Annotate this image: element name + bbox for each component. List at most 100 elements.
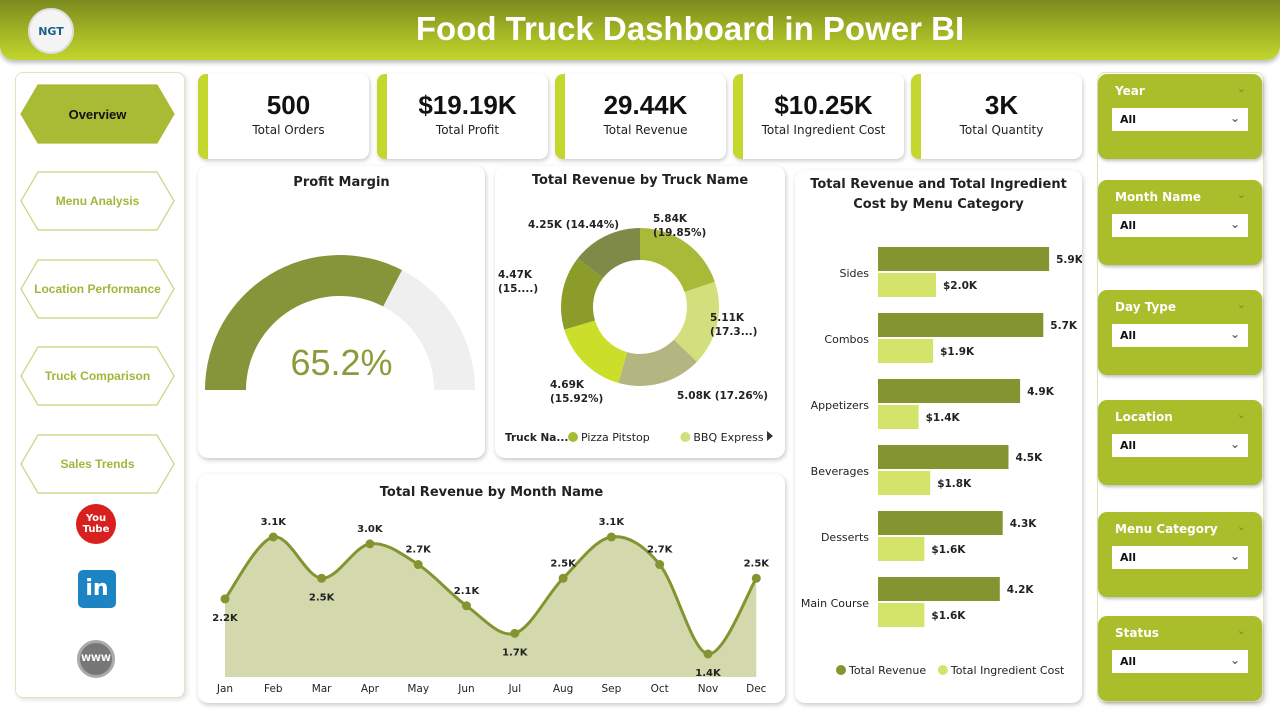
page-title: Food Truck Dashboard in Power BI xyxy=(415,10,965,47)
donut-slice[interactable] xyxy=(640,228,715,293)
data-label: 1.4K xyxy=(695,668,722,679)
revenue-by-truck-card: Total Revenue by Truck Name 5.84K (19.85%… xyxy=(495,166,785,458)
data-point[interactable] xyxy=(413,560,423,570)
collapse-chevron-icon[interactable]: ⌄ xyxy=(1236,408,1246,421)
chevron-down-icon: ⌄ xyxy=(1229,653,1240,667)
ingredient-cost-bar[interactable] xyxy=(878,273,936,297)
kpi-card: $19.19K Total Profit xyxy=(377,74,548,159)
collapse-chevron-icon[interactable]: ⌄ xyxy=(1236,298,1246,311)
chevron-down-icon: ⌄ xyxy=(1229,217,1240,231)
x-tick-label: Jun xyxy=(457,683,474,695)
slice-label: 4.47K xyxy=(498,269,533,281)
dropdown-value: All xyxy=(1120,655,1137,668)
revenue-line xyxy=(223,535,758,656)
x-tick-label: Nov xyxy=(698,683,719,695)
filter-dropdown[interactable]: All ⌄ xyxy=(1112,650,1248,673)
bar-data-label: $1.6K xyxy=(931,610,966,622)
ingredient-cost-bar[interactable] xyxy=(878,603,925,627)
donut-slice[interactable] xyxy=(564,320,628,383)
kpi-value: $19.19K xyxy=(418,90,517,120)
profit-margin-card: Profit Margin 65.2% xyxy=(198,166,485,458)
nav-location-performance-button[interactable]: Location Performance xyxy=(20,259,175,319)
donut-slice[interactable] xyxy=(673,281,719,362)
filter-dropdown[interactable]: All ⌄ xyxy=(1112,324,1248,347)
data-label: 2.7K xyxy=(405,545,432,556)
data-label: 2.2K xyxy=(212,613,239,624)
linkedin-icon[interactable]: in xyxy=(78,570,116,608)
nav-overview-button[interactable]: Overview xyxy=(20,84,175,144)
legend-entry[interactable]: BBQ Express xyxy=(693,431,763,444)
revenue-bar[interactable] xyxy=(878,577,1000,601)
nav-truck-comparison-button[interactable]: Truck Comparison xyxy=(20,346,175,406)
ingredient-cost-bar[interactable] xyxy=(878,537,925,561)
revenue-bar[interactable] xyxy=(878,379,1021,403)
donut-slice[interactable] xyxy=(577,228,640,279)
slice-pct-label: (19.85%) xyxy=(653,227,706,239)
x-tick-label: Apr xyxy=(361,683,380,695)
collapse-chevron-icon[interactable]: ⌄ xyxy=(1236,188,1246,201)
revenue-bar[interactable] xyxy=(878,313,1044,337)
bar-chart: Sides 5.9K $2.0K Combos 5.7K $1.9K Appetizers 4… xyxy=(801,247,1082,677)
chart-title: Profit Margin xyxy=(293,175,390,190)
bar-data-label: $1.8K xyxy=(937,478,972,490)
data-point[interactable] xyxy=(655,560,665,570)
legend-swatch xyxy=(937,665,948,675)
category-label: Main Course xyxy=(801,597,869,610)
slice-pct-label: (17.3...) xyxy=(710,326,757,338)
filter-dropdown[interactable]: All ⌄ xyxy=(1112,108,1248,131)
collapse-chevron-icon[interactable]: ⌄ xyxy=(1236,82,1246,95)
kpi-value: 29.44K xyxy=(603,90,688,120)
collapse-chevron-icon[interactable]: ⌄ xyxy=(1236,520,1246,533)
gauge-remaining-arc xyxy=(383,270,475,390)
revenue-bar[interactable] xyxy=(878,247,1050,271)
collapse-chevron-icon[interactable]: ⌄ xyxy=(1236,624,1246,637)
legend-entry[interactable]: Pizza Pitstop xyxy=(581,431,650,444)
nav-sales-trends-button[interactable]: Sales Trends xyxy=(20,434,175,494)
data-point[interactable] xyxy=(703,649,713,659)
slice-label: 4.69K xyxy=(550,379,585,391)
data-point[interactable] xyxy=(462,601,471,611)
data-point[interactable] xyxy=(365,539,375,549)
bar-data-label: 4.5K xyxy=(1016,452,1044,464)
data-point[interactable] xyxy=(606,532,616,542)
legend-next-arrow-icon[interactable] xyxy=(767,431,773,441)
data-point[interactable] xyxy=(317,573,327,583)
area-chart: 2.2K Jan 3.1K Feb 2.5K Mar 3.0K Apr 2.7K May 2.1K J… xyxy=(212,517,770,695)
ingredient-cost-bar[interactable] xyxy=(878,471,931,495)
filter-dropdown[interactable]: All ⌄ xyxy=(1112,546,1248,569)
revenue-bar[interactable] xyxy=(878,445,1009,469)
x-tick-label: Mar xyxy=(312,683,332,695)
kpi-label: Total Revenue xyxy=(603,123,688,137)
www-globe-icon[interactable]: WWW xyxy=(77,640,115,678)
data-point[interactable] xyxy=(558,573,568,583)
nav-menu-analysis-button[interactable]: Menu Analysis xyxy=(20,171,175,231)
chart-title: Total Revenue by Month Name xyxy=(379,485,604,500)
data-point[interactable] xyxy=(510,628,520,638)
ingredient-cost-bar[interactable] xyxy=(878,339,934,363)
donut-chart: 5.84K (19.85%) 5.11K (17.3...) 5.08K (17.26%… xyxy=(498,213,773,444)
nav-label: Sales Trends xyxy=(60,457,135,471)
x-tick-label: Oct xyxy=(651,683,669,695)
youtube-icon[interactable]: You Tube xyxy=(76,504,116,544)
slice-label: 5.08K (17.26%) xyxy=(677,390,768,402)
filter-dropdown[interactable]: All ⌄ xyxy=(1112,214,1248,237)
category-label: Desserts xyxy=(821,531,869,544)
kpi-card: 3K Total Quantity xyxy=(911,74,1082,159)
revenue-by-month-card: Total Revenue by Month Name 2.2K Jan 3.1K F… xyxy=(198,474,785,703)
kpi-label: Total Orders xyxy=(252,123,325,137)
donut-slice[interactable] xyxy=(561,258,603,330)
data-label: 2.5K xyxy=(309,592,336,603)
dropdown-value: All xyxy=(1120,439,1137,452)
donut-slice[interactable] xyxy=(618,339,697,386)
data-point[interactable] xyxy=(751,573,761,583)
revenue-bar[interactable] xyxy=(878,511,1003,535)
filter-month-name: Month Name ⌄ All ⌄ xyxy=(1098,180,1262,265)
ingredient-cost-bar[interactable] xyxy=(878,405,919,429)
company-logo: NGT xyxy=(28,8,74,54)
filter-year: Year ⌄ All ⌄ xyxy=(1098,74,1262,159)
filter-dropdown[interactable]: All ⌄ xyxy=(1112,434,1248,457)
filter-label: Location xyxy=(1115,410,1173,424)
data-point[interactable] xyxy=(268,532,278,542)
data-point[interactable] xyxy=(220,594,230,604)
category-label: Sides xyxy=(839,267,869,280)
